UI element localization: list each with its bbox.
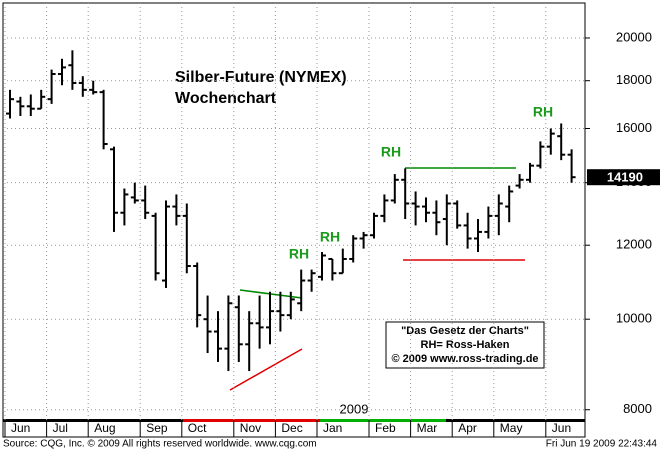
- annotation: RH: [533, 104, 553, 120]
- annotation: RH: [320, 229, 340, 245]
- annotation: RH: [289, 246, 309, 262]
- x-tick-label: Mar: [417, 421, 438, 435]
- last-price-label: 14190: [607, 170, 643, 185]
- x-tick-label: Feb: [375, 421, 396, 435]
- x-tick-label: Jan: [323, 421, 342, 435]
- info-text: © 2009 www.ross-trading.de: [391, 353, 538, 365]
- y-tick-label: 8000: [623, 401, 652, 416]
- info-text: "Das Gesetz der Charts": [401, 325, 529, 337]
- chart-title: Silber-Future (NYMEX): [175, 69, 347, 86]
- y-tick-label: 16000: [616, 120, 652, 135]
- y-tick-label: 20000: [616, 29, 652, 44]
- x-tick-label: May: [500, 421, 523, 435]
- y-tick-label: 10000: [616, 311, 652, 326]
- timestamp: Fri Jun 19 2009 22:43:44: [546, 439, 658, 450]
- last-price-box: [587, 169, 660, 186]
- axis-band: [183, 419, 320, 422]
- chart-subtitle: Wochenchart: [175, 90, 277, 107]
- y-tick-label: 12000: [616, 237, 652, 252]
- x-tick-label: Jun: [552, 421, 571, 435]
- x-tick-label: Aug: [94, 421, 115, 435]
- year-label: 2009: [340, 401, 369, 416]
- axis-band: [446, 419, 585, 422]
- x-tick-label: Apr: [458, 421, 477, 435]
- x-tick-label: Nov: [240, 421, 261, 435]
- trend-line: [229, 348, 303, 391]
- x-tick-label: Jun: [11, 421, 30, 435]
- info-text: RH= Ross-Haken: [421, 339, 510, 351]
- annotation: RH: [381, 144, 401, 160]
- y-tick-label: 18000: [616, 72, 652, 87]
- x-tick-label: Sep: [146, 421, 168, 435]
- axis-band: [3, 419, 183, 422]
- axis-band: [320, 419, 446, 422]
- info-box: [385, 321, 545, 369]
- x-tick-label: Jul: [53, 421, 68, 435]
- x-tick-label: Oct: [188, 421, 207, 435]
- source: Source: CQG, Inc. © 2009 All rights rese…: [3, 439, 317, 450]
- x-tick-label: Dec: [281, 421, 302, 435]
